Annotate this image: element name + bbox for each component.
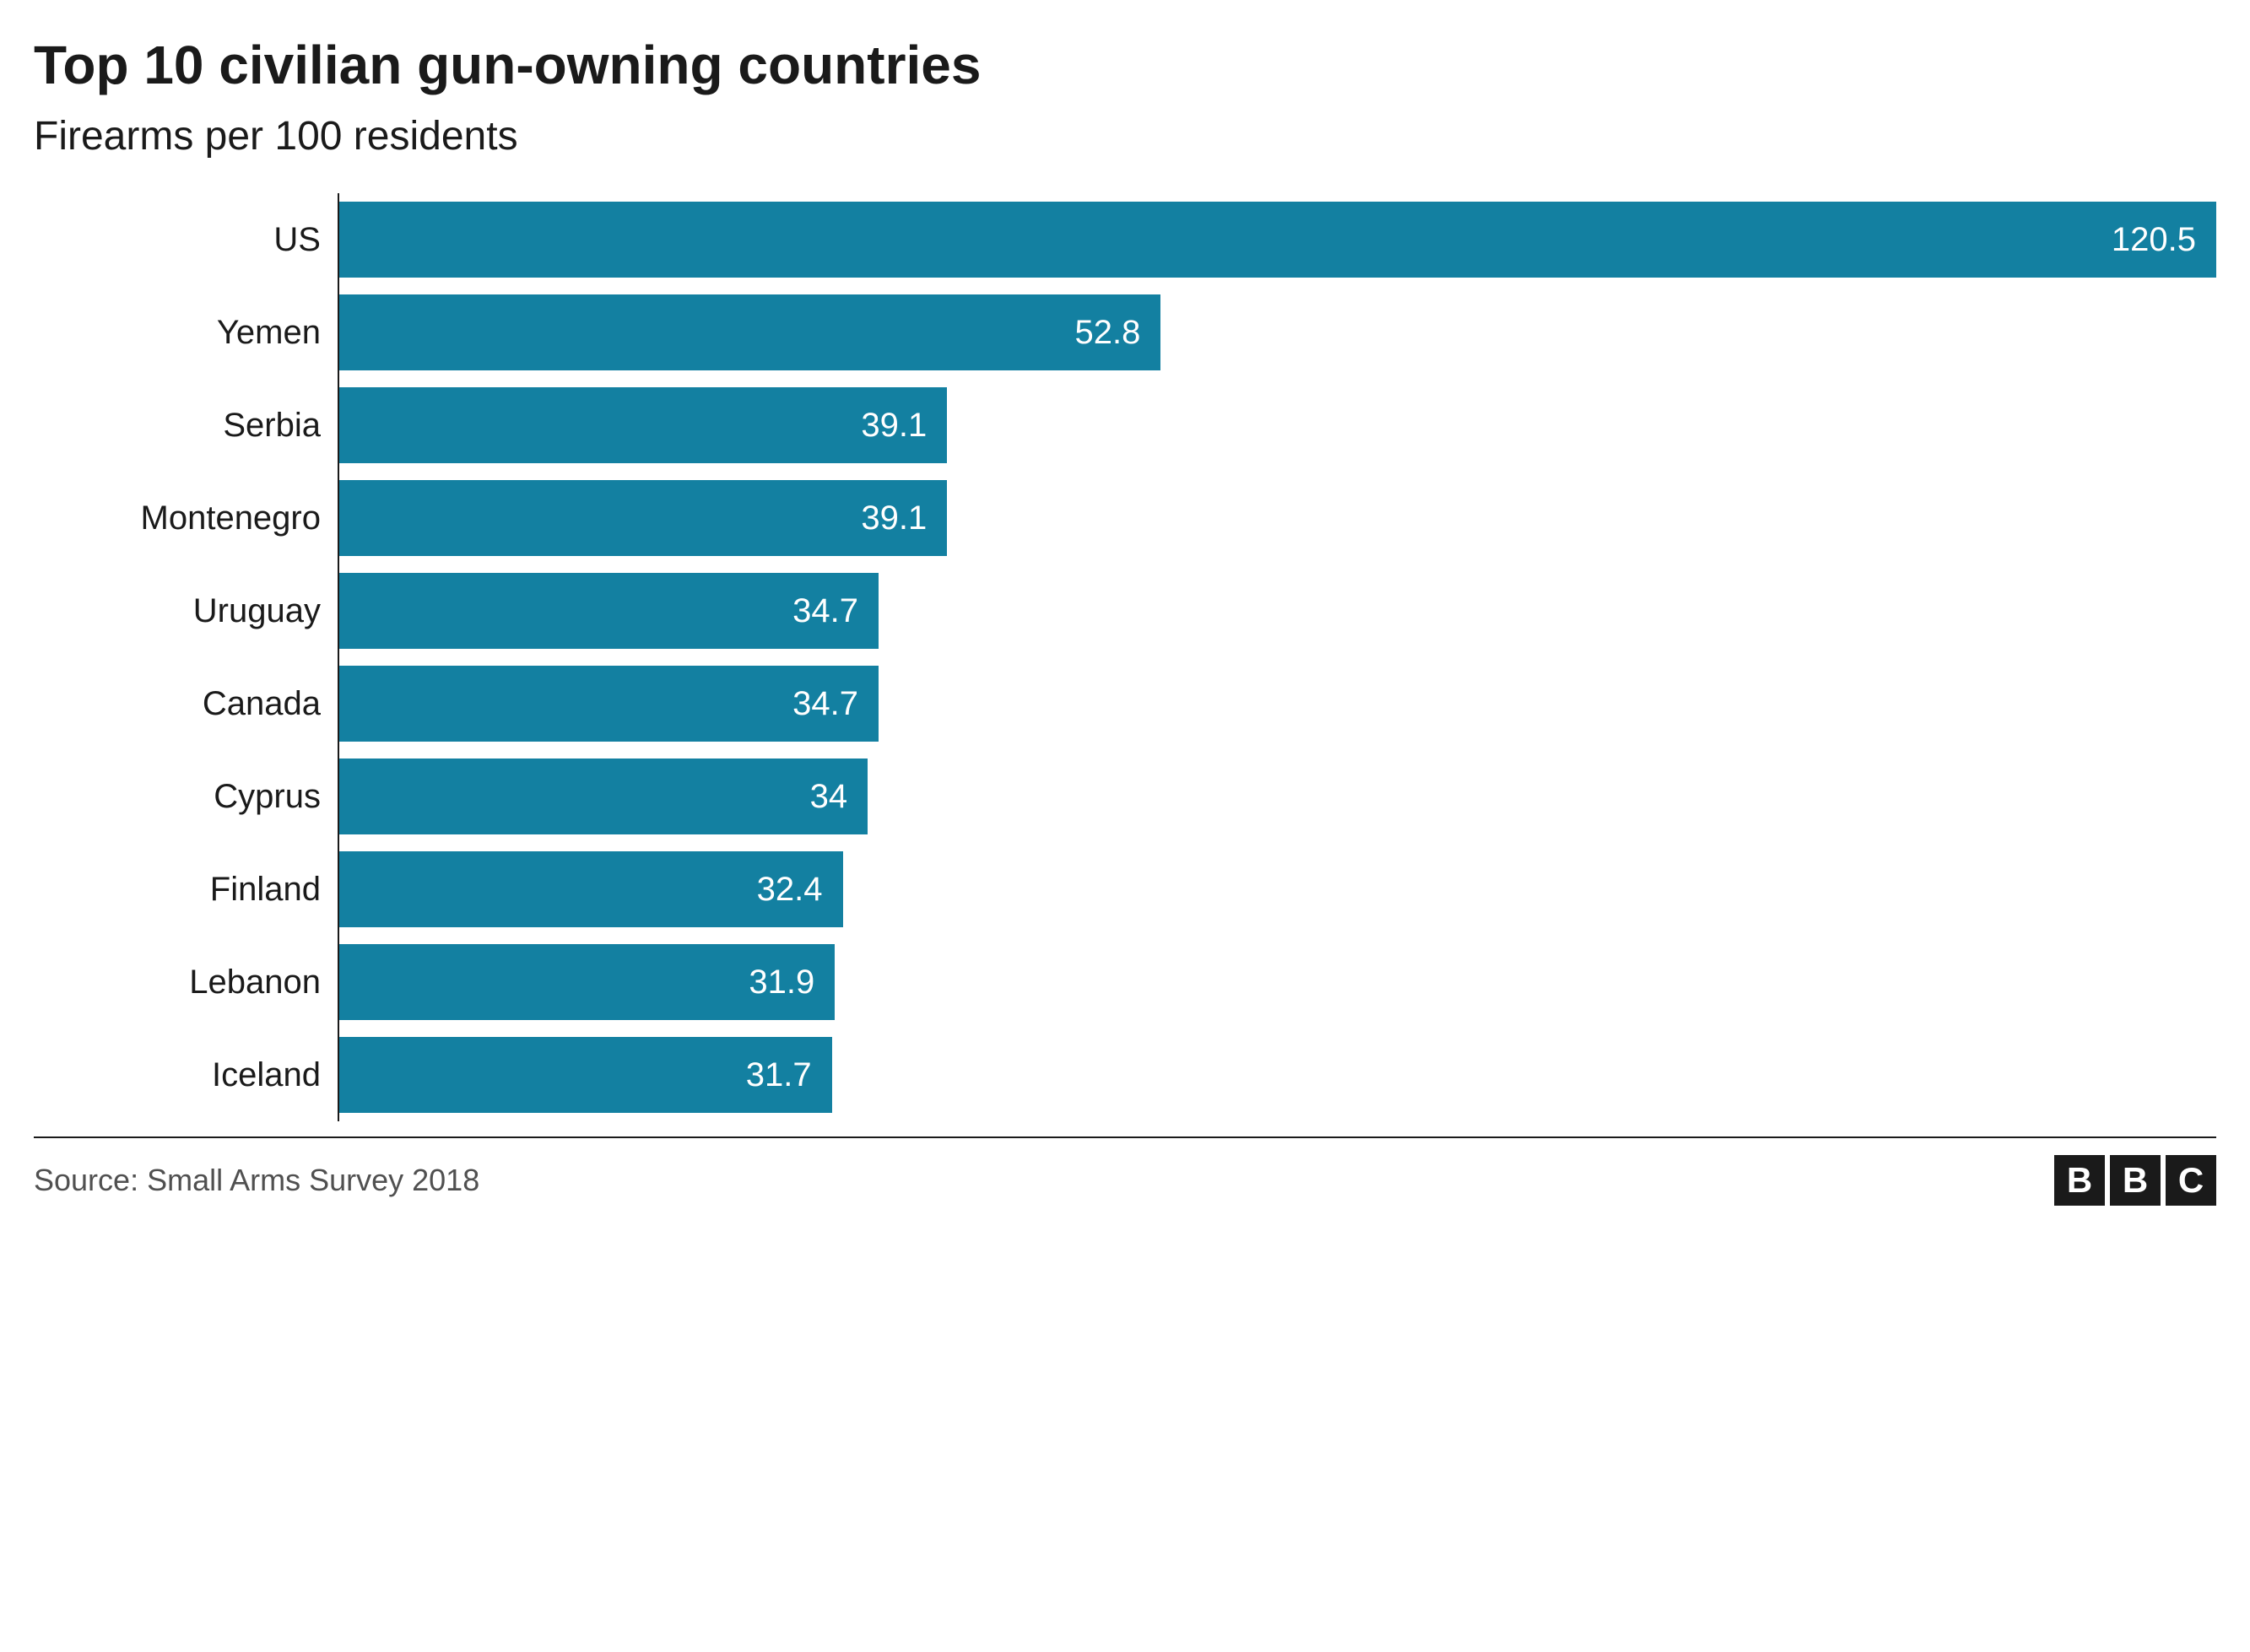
bbc-logo-letter: B [2054,1155,2105,1206]
chart-row: Cyprus 34 [34,750,2216,843]
category-label: Montenegro [34,499,338,537]
bar-value: 34.7 [792,685,858,723]
y-axis-line [338,193,339,1121]
chart-body: US 120.5 Yemen 52.8 Serbia 39.1 Montenegro 39.1… [34,193,2216,1121]
chart-row: Finland 32.4 [34,843,2216,936]
bar-area: 39.1 [338,472,2216,564]
chart-row: Serbia 39.1 [34,379,2216,472]
bar: 34.7 [338,573,879,649]
category-label: Serbia [34,407,338,445]
bar-area: 120.5 [338,193,2216,286]
bar-value: 120.5 [2112,221,2196,259]
category-label: Iceland [34,1056,338,1094]
bar-area: 39.1 [338,379,2216,472]
bar: 31.9 [338,944,835,1020]
bar: 39.1 [338,387,947,463]
chart-footer: Source: Small Arms Survey 2018 BBC [34,1155,2216,1206]
category-label: Finland [34,871,338,909]
bar-value: 52.8 [1075,314,1141,352]
category-label: Canada [34,685,338,723]
chart-row: Canada 34.7 [34,657,2216,750]
bar: 34 [338,759,868,834]
bbc-logo-letter: B [2110,1155,2161,1206]
category-label: Uruguay [34,592,338,630]
bar: 32.4 [338,851,843,927]
bar: 34.7 [338,666,879,742]
bar: 31.7 [338,1037,832,1113]
bar-area: 34.7 [338,564,2216,657]
bar-value: 34.7 [792,592,858,630]
bar-area: 52.8 [338,286,2216,379]
baseline-rule [34,1136,2216,1138]
bbc-logo: BBC [2054,1155,2216,1206]
chart-row: Iceland 31.7 [34,1028,2216,1121]
chart-row: Yemen 52.8 [34,286,2216,379]
chart-row: Uruguay 34.7 [34,564,2216,657]
bar-value: 32.4 [757,871,823,909]
bar-value: 39.1 [861,407,927,445]
category-label: Lebanon [34,964,338,1001]
chart-row: US 120.5 [34,193,2216,286]
category-label: Yemen [34,314,338,352]
bar-value: 34 [810,778,848,816]
chart-row: Montenegro 39.1 [34,472,2216,564]
bbc-logo-letter: C [2166,1155,2216,1206]
chart-container: Top 10 civilian gun-owning countries Fir… [34,34,2216,1206]
bar-value: 31.9 [749,964,814,1001]
category-label: Cyprus [34,778,338,816]
bar: 120.5 [338,202,2216,278]
bar-area: 31.7 [338,1028,2216,1121]
bar: 52.8 [338,294,1160,370]
chart-title: Top 10 civilian gun-owning countries [34,34,2216,96]
bar-area: 32.4 [338,843,2216,936]
category-label: US [34,221,338,259]
chart-row: Lebanon 31.9 [34,936,2216,1028]
bar-area: 34 [338,750,2216,843]
bar-value: 39.1 [861,499,927,537]
bar-area: 34.7 [338,657,2216,750]
chart-subtitle: Firearms per 100 residents [34,113,2216,159]
source-text: Source: Small Arms Survey 2018 [34,1163,479,1198]
bar-area: 31.9 [338,936,2216,1028]
bar: 39.1 [338,480,947,556]
bar-value: 31.7 [746,1056,812,1094]
